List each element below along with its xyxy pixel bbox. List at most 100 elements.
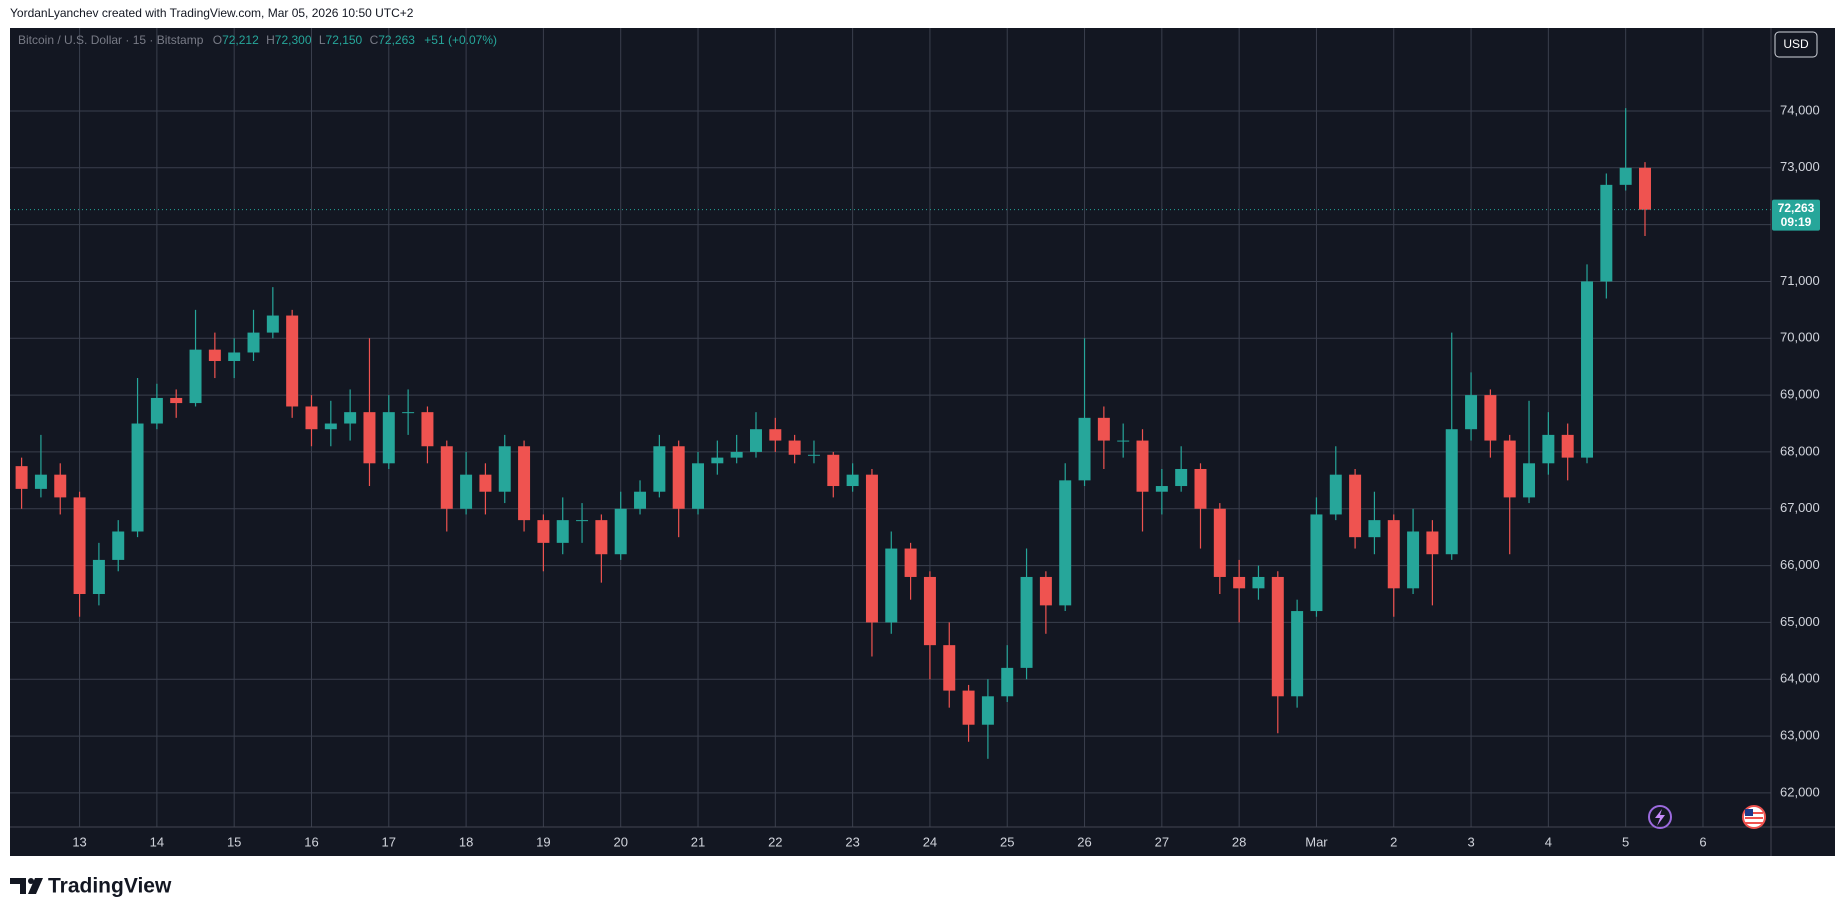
x-tick-label: 26: [1077, 834, 1091, 849]
logo-dot: [28, 878, 34, 884]
candle-body: [382, 412, 395, 464]
candle-body: [923, 576, 936, 646]
logo-mark: [10, 878, 26, 894]
candle-body: [440, 446, 453, 509]
candle-body: [692, 463, 705, 509]
candle-body: [460, 474, 473, 509]
x-tick-label: 23: [845, 834, 859, 849]
flag-stripe[interactable]: [1745, 812, 1763, 814]
candle-body: [1020, 576, 1033, 668]
y-tick-label: 71,000: [1780, 273, 1820, 288]
candle-body: [150, 397, 163, 424]
y-tick-label: 73,000: [1780, 159, 1820, 174]
candle-body: [1426, 531, 1439, 555]
legend-key: C: [370, 33, 379, 47]
candle-body: [1368, 520, 1381, 538]
legend-key: H: [266, 33, 275, 47]
y-tick-label: 69,000: [1780, 387, 1820, 402]
candle-body: [1523, 463, 1536, 498]
x-tick-label: 24: [923, 834, 937, 849]
y-tick-label: 66,000: [1780, 557, 1820, 572]
candle-body: [672, 446, 685, 509]
candle-body: [1561, 434, 1574, 458]
brand-name: TradingView: [48, 875, 172, 898]
candle-body: [1194, 468, 1207, 509]
candle-body: [1252, 576, 1265, 589]
flag-icon[interactable]: [1742, 805, 1766, 829]
candle-body: [228, 352, 241, 362]
y-tick-label: 70,000: [1780, 330, 1820, 345]
candle-body: [112, 531, 125, 560]
candle-body: [943, 645, 956, 691]
x-tick-label: 25: [1000, 834, 1014, 849]
flag-stripe[interactable]: [1745, 822, 1763, 824]
icon-bolt[interactable]: [1655, 809, 1665, 826]
currency-button[interactable]: [1774, 31, 1818, 58]
candle-body: [556, 520, 569, 543]
x-tick-label: 15: [227, 834, 241, 849]
candles: [15, 108, 1651, 759]
candle-body: [1407, 531, 1420, 589]
candle-body: [1387, 520, 1400, 589]
candle-body: [827, 454, 840, 487]
legend-change: +51 (+0.07%): [424, 33, 497, 47]
candle-body: [324, 423, 337, 430]
currency-label[interactable]: USD: [1783, 37, 1809, 51]
x-tick-label: 6: [1699, 834, 1706, 849]
x-tick-label: 22: [768, 834, 782, 849]
candle-body: [885, 548, 898, 623]
logo-mark: [28, 878, 43, 894]
x-tick-label: 27: [1155, 834, 1169, 849]
candle-body: [54, 474, 67, 498]
candle-body: [846, 474, 859, 487]
candle-body: [537, 520, 550, 543]
x-tick-label: 5: [1622, 834, 1629, 849]
candle-body: [286, 315, 299, 407]
y-tick-label: 64,000: [1780, 671, 1820, 686]
x-tick-label: 20: [613, 834, 627, 849]
flag-stripe[interactable]: [1745, 817, 1763, 819]
x-tick-label: 19: [536, 834, 550, 849]
candle-body: [1001, 667, 1014, 697]
candle-body: [1484, 395, 1497, 441]
candle-body: [131, 423, 144, 532]
x-tick-label: 4: [1545, 834, 1552, 849]
legend-symbol: Bitcoin / U.S. Dollar · 15 · Bitstamp: [18, 33, 204, 47]
legend-key: L: [319, 33, 326, 47]
candle-body: [189, 349, 202, 404]
candle-body: [1213, 508, 1226, 577]
candle-body: [1078, 417, 1091, 481]
candle-body: [402, 412, 415, 414]
candle-body: [1059, 480, 1072, 606]
candle-body: [595, 520, 608, 555]
x-tick-label: 28: [1232, 834, 1246, 849]
flag-canton[interactable]: [1745, 809, 1753, 816]
candle-body: [1445, 429, 1458, 555]
legend-key: O: [213, 33, 222, 47]
x-tick-label: 16: [304, 834, 318, 849]
indicator-icon[interactable]: [1648, 805, 1672, 829]
candle-body: [1233, 576, 1246, 589]
y-tick-label: 67,000: [1780, 500, 1820, 515]
candle-body: [34, 474, 47, 489]
y-tick-label: 62,000: [1780, 784, 1820, 799]
candle-body: [981, 696, 994, 725]
candle-body: [711, 457, 724, 464]
y-tick-label: 65,000: [1780, 614, 1820, 629]
icon-ring[interactable]: [1648, 805, 1672, 829]
candle-body: [92, 559, 105, 595]
y-tick-label: 63,000: [1780, 728, 1820, 743]
legend: Bitcoin / U.S. Dollar · 15 · Bitstamp O 7…: [18, 33, 497, 47]
candle-body: [1542, 434, 1555, 464]
legend-value: 72,263: [378, 33, 415, 47]
candle-body: [421, 412, 434, 447]
chart-background: [10, 28, 1835, 856]
candle-body: [576, 520, 589, 522]
candle-body: [730, 451, 743, 458]
attribution: YordanLyanchev created with TradingView.…: [10, 6, 414, 20]
candle-body: [962, 690, 975, 725]
candle-body: [1503, 440, 1516, 498]
y-tick-label: 74,000: [1780, 102, 1820, 117]
candle-body: [518, 446, 531, 521]
